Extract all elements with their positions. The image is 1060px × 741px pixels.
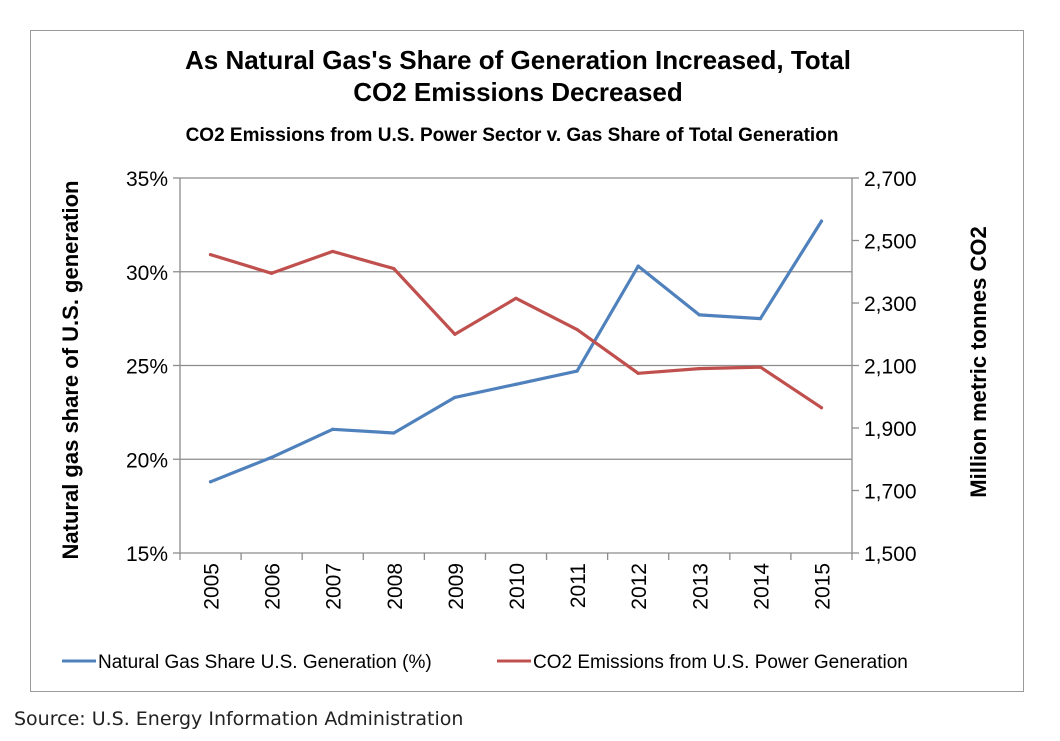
gas-share-point-2005 [208, 480, 213, 484]
left-axis-title: Natural gas share of U.S. generation [58, 181, 83, 560]
gas-share-point-2012 [636, 264, 640, 268]
x-tick-label: 2005 [201, 563, 224, 610]
x-tick-label: 2008 [384, 563, 407, 610]
chart-frame [30, 30, 1024, 692]
right-tick-label: 2,100 [864, 356, 917, 379]
gas-share-point-2009 [453, 395, 457, 399]
x-tick-label: 2006 [262, 563, 285, 610]
left-tick-label: 30% [126, 262, 168, 285]
x-tick-label: 2013 [689, 563, 712, 610]
co2-point-2014 [758, 365, 762, 369]
co2-point-2005 [208, 252, 213, 257]
co2-point-2009 [453, 332, 457, 336]
x-axis-ticks: 2005 2006 2007 2008 2009 2010 2011 2012 2013 2014… [179, 553, 853, 610]
co2-point-2007 [331, 249, 335, 254]
co2-point-2012 [636, 371, 640, 375]
gas-share-point-2008 [392, 431, 396, 435]
right-tick-label: 2,700 [864, 168, 917, 191]
gas-share-point-2007 [331, 427, 335, 431]
chart-subtitle: CO2 Emissions from U.S. Power Sector v. … [186, 125, 839, 146]
right-axis-title: Million metric tonnes CO2 [966, 226, 991, 497]
co2-point-2011 [575, 327, 579, 332]
legend-label-gas-share: Natural Gas Share U.S. Generation (%) [98, 652, 432, 673]
x-tick-label: 2014 [750, 563, 773, 610]
gas-share-point-2015 [819, 219, 824, 223]
left-tick-label: 25% [126, 356, 168, 379]
x-tick-label: 2015 [811, 563, 834, 610]
right-tick-label: 2,500 [864, 231, 917, 254]
legend: Natural Gas Share U.S. Generation (%) CO… [62, 652, 908, 673]
co2-point-2015 [819, 406, 824, 410]
gas-share-point-2011 [575, 369, 579, 373]
x-tick-label: 2007 [323, 563, 346, 610]
x-tick-label: 2012 [628, 563, 651, 610]
right-tick-label: 1,500 [864, 543, 917, 566]
left-tick-label: 15% [126, 543, 168, 566]
x-tick-label: 2010 [506, 563, 529, 610]
co2-point-2008 [392, 267, 396, 271]
left-tick-label: 20% [126, 449, 168, 472]
chart-title-line-1: As Natural Gas's Share of Generation Inc… [185, 45, 851, 75]
series-line-gas-share [208, 219, 824, 484]
series [208, 219, 824, 484]
right-axis-ticks: 1,500 1,700 1,900 2,100 2,300 2,500 2,700 [852, 168, 917, 566]
gas-share-point-2006 [270, 455, 274, 459]
gas-share-point-2010 [514, 382, 518, 386]
left-axis-ticks: 15% 20% 25% 30% 35% [126, 168, 180, 566]
gas-share-point-2014 [758, 317, 762, 321]
legend-label-co2: CO2 Emissions from U.S. Power Generation [533, 652, 908, 673]
gas-share-point-2013 [697, 313, 701, 317]
gridlines [180, 177, 852, 460]
right-tick-label: 1,700 [864, 481, 917, 504]
x-tick-label: 2009 [445, 563, 468, 610]
right-tick-label: 2,300 [864, 293, 917, 316]
left-tick-label: 35% [126, 168, 168, 191]
right-tick-label: 1,900 [864, 418, 917, 441]
chart-title-line-2: CO2 Emissions Decreased [353, 77, 683, 107]
co2-point-2013 [697, 367, 701, 371]
source-note: Source: U.S. Energy Information Administ… [14, 708, 464, 730]
x-tick-label: 2011 [567, 563, 590, 608]
co2-point-2006 [270, 271, 274, 275]
co2-point-2010 [514, 296, 518, 300]
